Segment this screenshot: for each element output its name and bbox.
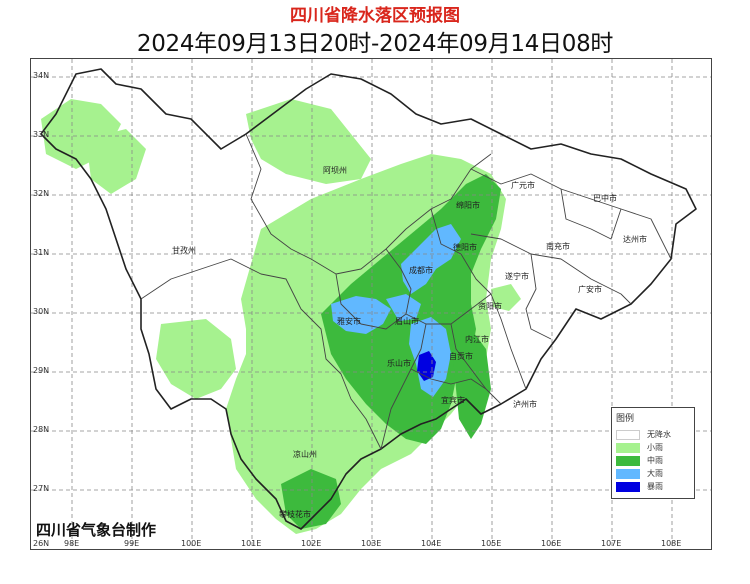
lon-label: 100E [181, 539, 202, 548]
legend-swatch [616, 456, 640, 466]
city-label: 自贡市 [449, 352, 473, 361]
city-label: 成都市 [409, 266, 433, 275]
lat-label: 28N [33, 425, 50, 434]
lon-label: 107E [601, 539, 622, 548]
legend-label: 小雨 [647, 443, 663, 452]
city-label: 宜宾市 [441, 396, 465, 405]
city-label: 达州市 [623, 235, 647, 244]
lat-label: 27N [33, 484, 50, 493]
lon-label: 103E [361, 539, 382, 548]
moderate-rain-area-south [281, 469, 341, 529]
city-label: 内江市 [465, 335, 489, 344]
city-label: 绵阳市 [456, 201, 480, 210]
city-label: 阿坝州 [323, 166, 347, 175]
light-rain-area-southwest [156, 319, 236, 399]
rainstorm-area [417, 351, 436, 381]
lon-label: 98E [64, 539, 80, 548]
prefecture-boundary [470, 168, 672, 260]
legend-item: 中雨 [616, 456, 690, 467]
city-label: 乐山市 [387, 359, 411, 368]
lon-label: 102E [301, 539, 322, 548]
lon-label: 101E [241, 539, 262, 548]
moderate-rain-area-east-strip [451, 329, 491, 439]
city-label: 甘孜州 [172, 246, 196, 255]
prefecture-boundary [385, 248, 492, 325]
light-rain-area-north-central [246, 99, 371, 184]
legend-swatch [616, 443, 640, 453]
prefecture-boundary [450, 323, 502, 405]
city-label: 泸州市 [513, 400, 537, 409]
city-label: 资阳市 [478, 302, 502, 311]
heavy-rain-area-west [331, 296, 391, 334]
lat-label: 29N [33, 366, 50, 375]
legend-item: 小雨 [616, 443, 690, 454]
legend-title: 图例 [616, 414, 635, 424]
legend-swatch [616, 482, 640, 492]
light-rain-area-north-strip [86, 129, 146, 194]
legend: 图例 无降水 小雨 中雨 大雨 暴雨 [611, 407, 695, 499]
city-label: 遂宁市 [505, 272, 529, 281]
lat-label: 31N [33, 248, 50, 257]
city-label: 攀枝花市 [279, 510, 311, 519]
prefecture-boundary [470, 233, 632, 305]
legend-item: 大雨 [616, 469, 690, 480]
lon-label: 108E [661, 539, 682, 548]
lat-label: 34N [33, 71, 50, 80]
legend-item: 无降水 [616, 430, 690, 441]
heavy-rain-area-center [386, 294, 421, 321]
city-label: 南充市 [546, 242, 570, 251]
province-boundary [40, 68, 697, 530]
prefecture-boundary [430, 208, 527, 390]
city-label: 凉山州 [293, 450, 317, 459]
lat-label: 30N [33, 307, 50, 316]
map-title: 四川省降水落区预报图 [290, 6, 460, 26]
lat-label: 33N [33, 130, 50, 139]
legend-label: 无降水 [647, 430, 671, 439]
prefecture-boundary [525, 253, 552, 340]
lat-label: 32N [33, 189, 50, 198]
city-label: 广安市 [578, 285, 602, 294]
city-label: 雅安市 [337, 317, 361, 326]
city-label: 巴中市 [593, 194, 617, 203]
city-label: 眉山市 [395, 317, 419, 326]
legend-item: 暴雨 [616, 482, 690, 493]
prefecture-boundary [560, 188, 622, 240]
lon-label: 99E [124, 539, 140, 548]
legend-label: 暴雨 [647, 482, 663, 491]
prefecture-boundary [335, 273, 407, 330]
prefecture-boundary [380, 323, 427, 450]
lon-label: 105E [481, 539, 502, 548]
forecast-period: 2024年09月13日20时-2024年09月14日08时 [136, 31, 614, 57]
lon-label: 104E [421, 539, 442, 548]
prefecture-boundary [245, 133, 492, 275]
map-canvas [31, 59, 711, 549]
city-label: 德阳市 [453, 243, 477, 252]
legend-swatch [616, 469, 640, 479]
precipitation-map: 34N 33N 32N 31N 30N 29N 28N 27N 26N 98E … [30, 58, 712, 550]
prefecture-boundary [410, 368, 487, 390]
prefecture-boundary [140, 258, 382, 450]
city-label: 广元市 [511, 181, 535, 190]
legend-label: 大雨 [647, 469, 663, 478]
legend-swatch [616, 430, 640, 440]
issuer-credit: 四川省气象台制作 [36, 521, 157, 539]
light-rain-area-east-spot [491, 284, 521, 311]
lat-label: 26N [33, 539, 50, 548]
legend-label: 中雨 [647, 456, 663, 465]
lon-label: 106E [541, 539, 562, 548]
heavy-rain-area-northeast [401, 224, 461, 294]
